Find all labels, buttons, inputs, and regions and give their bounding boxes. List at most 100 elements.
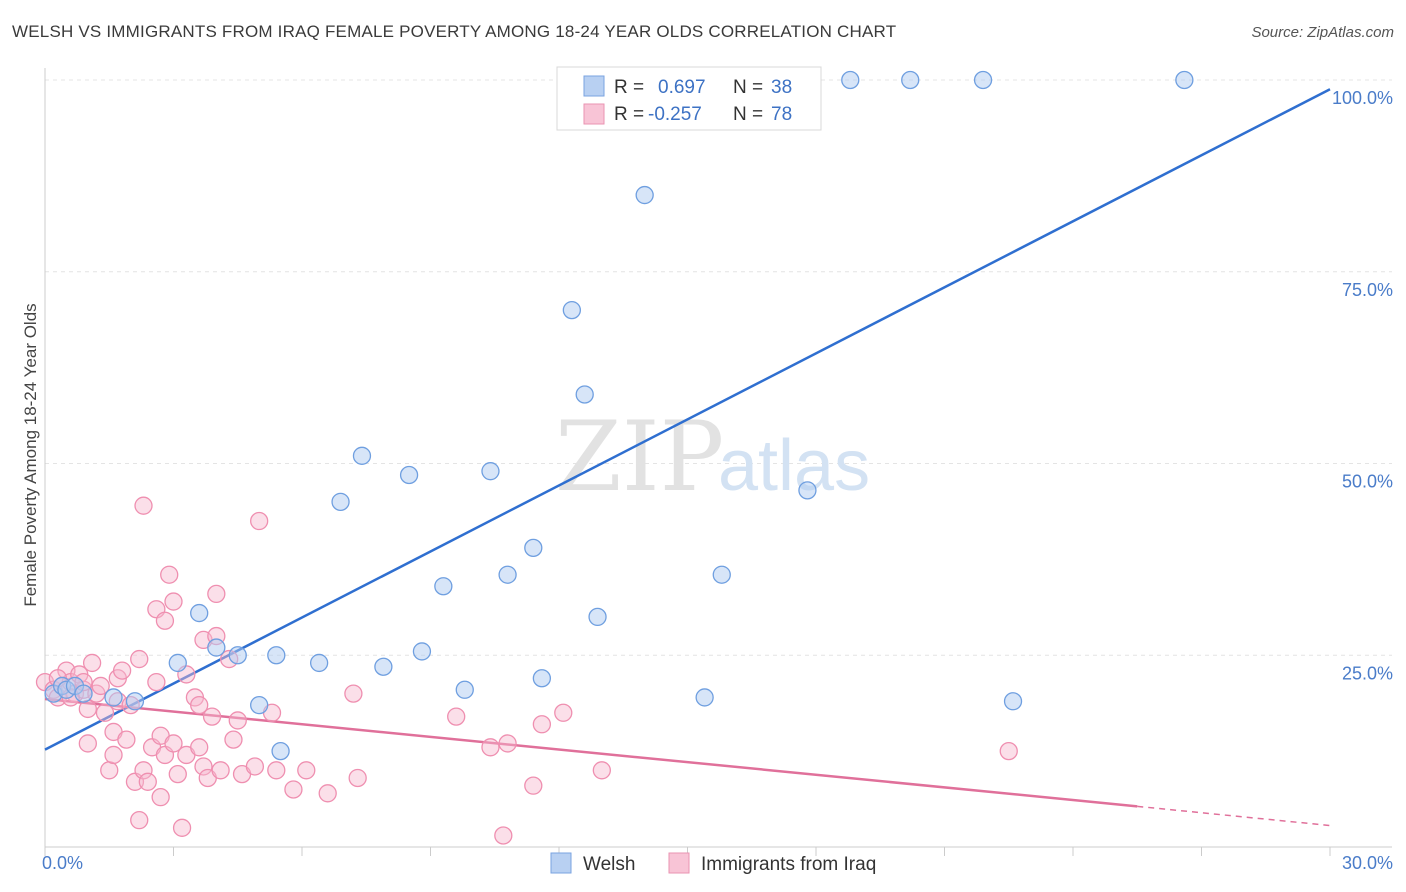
point-welsh-12 — [271, 741, 290, 761]
trend-lines — [44, 88, 1331, 827]
point-welsh-22 — [481, 462, 500, 481]
bottom-legend-swatch-welsh — [550, 852, 572, 874]
point-welsh-37 — [1175, 70, 1194, 90]
point-iraq-21 — [117, 730, 136, 749]
point-iraq-37 — [164, 592, 183, 611]
point-iraq-65 — [348, 768, 367, 788]
point-welsh-23 — [498, 565, 517, 584]
point-welsh-10 — [228, 646, 247, 665]
point-welsh-19 — [412, 642, 432, 661]
point-iraq-13 — [91, 676, 110, 696]
point-iraq-11 — [82, 653, 102, 673]
axes — [44, 68, 1392, 856]
point-welsh-16 — [352, 446, 372, 465]
point-iraq-74 — [999, 741, 1018, 761]
point-welsh-31 — [712, 565, 731, 584]
point-welsh-6 — [125, 692, 145, 711]
point-welsh-26 — [562, 300, 581, 320]
point-welsh-27 — [575, 385, 594, 404]
legend-n-label-welsh: N = — [733, 77, 763, 98]
legend-n-value-welsh: 38 — [771, 77, 792, 98]
point-iraq-36 — [160, 565, 179, 584]
point-welsh-32 — [798, 481, 817, 500]
x-tick-label-1: 30.0% — [1342, 853, 1393, 873]
point-iraq-55 — [228, 711, 247, 730]
point-iraq-54 — [224, 730, 243, 749]
point-welsh-13 — [267, 646, 286, 665]
watermark-atlas: atlas — [718, 426, 870, 506]
point-welsh-5 — [104, 688, 123, 707]
point-iraq-26 — [134, 496, 153, 515]
point-iraq-62 — [297, 761, 316, 780]
watermark-zip: ZIP — [555, 401, 724, 513]
point-iraq-30 — [147, 672, 166, 692]
point-welsh-25 — [532, 669, 552, 688]
legend-r-value-iraq: -0.257 — [648, 104, 702, 125]
point-iraq-45 — [190, 738, 209, 757]
series-welsh-points — [44, 70, 1194, 761]
point-welsh-28 — [588, 607, 607, 627]
point-welsh-9 — [207, 638, 226, 657]
point-welsh-24 — [524, 538, 543, 558]
point-welsh-11 — [250, 695, 269, 715]
legend-swatch-welsh — [583, 75, 605, 97]
point-iraq-63 — [318, 784, 337, 803]
chart-title: WELSH VS IMMIGRANTS FROM IRAQ FEMALE POV… — [12, 22, 897, 41]
y-tick-label-0: 25.0% — [1342, 663, 1393, 683]
point-iraq-32 — [151, 787, 170, 807]
trend-line-iraq — [44, 697, 1138, 808]
point-iraq-68 — [494, 826, 513, 845]
point-welsh-34 — [901, 70, 920, 90]
point-iraq-52 — [211, 761, 230, 780]
point-iraq-35 — [155, 611, 175, 630]
point-welsh-14 — [309, 653, 329, 673]
point-iraq-66 — [447, 707, 466, 726]
x-tick-label-0: 0.0% — [42, 853, 83, 873]
trend-line-iraq-extension — [1137, 805, 1331, 827]
point-iraq-72 — [554, 703, 573, 722]
source-label: Source: ZipAtlas.com — [1251, 24, 1394, 41]
y-tick-labels: 25.0% 50.0% 75.0% 100.0% — [1332, 88, 1393, 683]
point-welsh-20 — [434, 577, 453, 596]
point-welsh-15 — [331, 492, 350, 512]
bottom-legend-iraq: Immigrants from Iraq — [701, 854, 876, 875]
point-iraq-39 — [168, 764, 187, 784]
point-welsh-33 — [841, 70, 860, 90]
point-welsh-21 — [455, 680, 474, 699]
point-iraq-58 — [250, 511, 269, 531]
point-iraq-17 — [104, 745, 123, 765]
point-welsh-30 — [695, 688, 714, 707]
point-iraq-70 — [524, 776, 543, 795]
point-iraq-9 — [78, 699, 97, 719]
legend-r-value-welsh: 0.697 — [658, 77, 706, 98]
point-iraq-61 — [284, 780, 303, 799]
point-welsh-7 — [168, 653, 187, 673]
point-iraq-44 — [190, 695, 209, 715]
y-tick-label-2: 75.0% — [1342, 280, 1393, 300]
y-tick-label-3: 100.0% — [1332, 88, 1393, 108]
point-welsh-36 — [1003, 692, 1023, 711]
point-iraq-47 — [194, 757, 213, 776]
point-iraq-57 — [245, 757, 265, 776]
point-iraq-10 — [78, 734, 97, 753]
point-welsh-17 — [374, 657, 393, 676]
point-welsh-8 — [190, 603, 209, 623]
point-iraq-64 — [344, 684, 363, 703]
point-iraq-40 — [172, 818, 192, 837]
point-iraq-15 — [100, 761, 119, 780]
point-iraq-49 — [202, 707, 222, 726]
point-welsh-29 — [635, 185, 654, 205]
legend-n-value-iraq: 78 — [771, 104, 792, 125]
legend-r-label-welsh: R = — [614, 77, 644, 98]
point-iraq-71 — [532, 715, 552, 734]
point-iraq-27 — [134, 761, 153, 780]
bottom-legend-swatch-iraq — [668, 852, 690, 874]
bottom-legend-welsh: Welsh — [583, 854, 635, 875]
point-iraq-60 — [267, 761, 286, 780]
trend-line-welsh — [44, 88, 1331, 751]
point-iraq-28 — [138, 772, 157, 791]
point-iraq-67 — [481, 738, 500, 757]
point-iraq-50 — [207, 584, 226, 604]
point-iraq-14 — [95, 703, 115, 722]
